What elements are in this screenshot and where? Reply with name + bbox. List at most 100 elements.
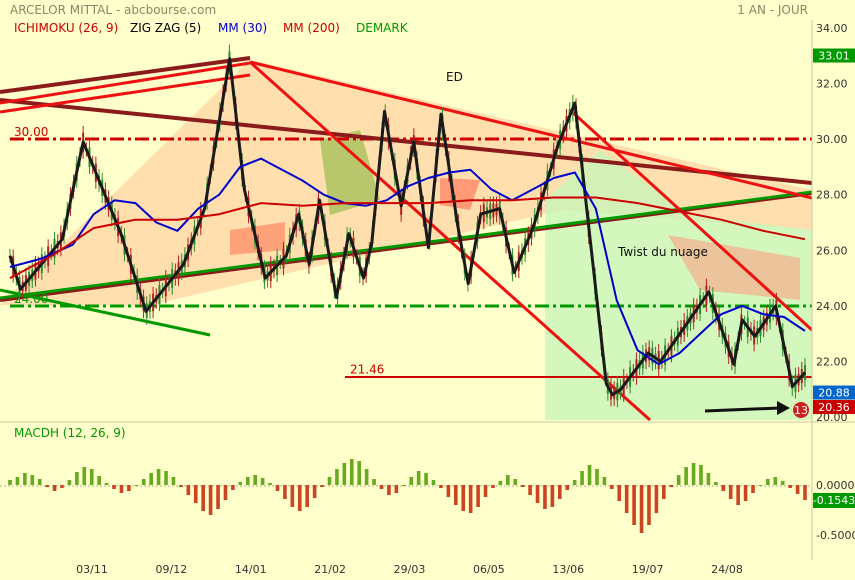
macd-bar [758, 485, 763, 486]
date-tick-label: 29/03 [394, 563, 426, 576]
resistance-upper [0, 98, 812, 185]
macd-bar [268, 483, 272, 485]
macd-bar [320, 485, 324, 487]
macd-bar [416, 471, 421, 485]
macd-bar [446, 485, 451, 497]
price-tick-label: 20.00 [816, 411, 848, 424]
macd-value-badge [813, 493, 855, 508]
macd-bar [327, 477, 332, 485]
series-mm-30- [9, 157, 806, 366]
red-line-5 [568, 108, 812, 332]
macd-bar [216, 485, 220, 509]
macd-bar [283, 485, 287, 499]
macd-bar [112, 485, 116, 489]
macd-bar [617, 485, 622, 501]
macd-bar [424, 473, 428, 485]
macd-bar [193, 485, 198, 503]
demark-count-13: 13 [794, 404, 808, 417]
macd-bar [15, 477, 20, 485]
macd-bar [171, 477, 176, 485]
macd-bar [639, 485, 644, 533]
macd-bar [186, 485, 191, 495]
macd-bar [253, 475, 257, 485]
macd-bar [699, 465, 703, 485]
price-tick-label: 22.00 [816, 355, 848, 368]
macd-bar [23, 473, 27, 485]
series-zig-zag-5- [8, 57, 807, 397]
macd-bar [751, 485, 755, 493]
macd-bar [67, 480, 72, 485]
instrument-title: ARCELOR MITTAL - abcbourse.com [10, 3, 216, 17]
level-labels: 30.00 24.00 21.46 [14, 125, 384, 376]
macd-bar [89, 469, 94, 485]
macd-title: MACDH (12, 26, 9) [14, 426, 126, 440]
macd-bar [60, 485, 64, 488]
macd-bar [97, 476, 101, 485]
legend-item: MM (200) [283, 21, 340, 35]
macd-bar [305, 485, 309, 507]
macd-bar [535, 485, 540, 503]
red-line-1 [0, 61, 251, 105]
price-badge-label: 20.36 [818, 401, 850, 414]
macd-bar [676, 475, 681, 485]
macd-bar [127, 485, 131, 491]
macd-value: -0.1543 [813, 494, 855, 507]
macd-bar [572, 480, 577, 485]
macd-bar [52, 485, 57, 491]
macd-bar [275, 485, 280, 491]
macd-bar [550, 485, 555, 507]
macd-bar [684, 467, 688, 485]
green-trend-left [0, 288, 211, 337]
macd-bar [431, 480, 436, 485]
macd-bar [528, 485, 532, 495]
date-tick-label: 24/08 [711, 563, 743, 576]
price-tick-label: 24.00 [816, 300, 848, 313]
macd-bar [580, 471, 584, 485]
macd-bar [647, 485, 651, 525]
legend: ICHIMOKU (26, 9) ZIG ZAG (5) MM (30) MM (20… [14, 21, 409, 35]
macd-bar [134, 485, 139, 486]
macd-bar [506, 475, 510, 485]
legend-item: MM (30) [218, 21, 267, 35]
macd-bar [520, 485, 525, 487]
macd-bar [179, 485, 183, 487]
legend-item: ZIG ZAG (5) [130, 21, 201, 35]
date-tick-label: 21/02 [314, 563, 346, 576]
macd-bar [37, 479, 42, 485]
macd-bar [387, 485, 391, 495]
macd-bar [498, 481, 503, 485]
indicator-series [8, 57, 807, 397]
demark-count-marker [793, 402, 809, 418]
macd-bar [379, 485, 384, 489]
macd-bar [453, 485, 458, 505]
macd-bar [602, 477, 607, 485]
annotation-ed: ED [446, 70, 463, 84]
macd-bar [409, 477, 414, 485]
level-label: 21.46 [350, 362, 384, 376]
macd-bar [654, 485, 659, 513]
macd-bar [75, 472, 79, 485]
macd-bar [312, 485, 317, 498]
date-axis: 03/11 09/12 14/01 21/02 29/03 06/05 13/06 19/07… [76, 563, 743, 576]
macd-bar [513, 479, 518, 485]
price-badge-label: 33.01 [818, 50, 850, 63]
red-line-3 [249, 60, 812, 200]
macd-bar [706, 473, 711, 485]
price-badge [813, 48, 855, 63]
price-badge [813, 399, 855, 414]
macd-bar [662, 485, 666, 499]
macd-bar [349, 459, 354, 485]
red-line-2 [0, 73, 251, 114]
macd-bar [610, 485, 614, 489]
macd-bar [45, 485, 49, 487]
price-tick-label: 28.00 [816, 189, 848, 202]
price-tick-label: 30.00 [816, 133, 848, 146]
macd-bar [439, 485, 443, 488]
macd-bar [743, 485, 748, 501]
macd-bar [208, 485, 213, 515]
ichimoku-cloud-right [668, 235, 800, 300]
macd-bar [8, 480, 12, 485]
macd-bar [595, 469, 599, 485]
